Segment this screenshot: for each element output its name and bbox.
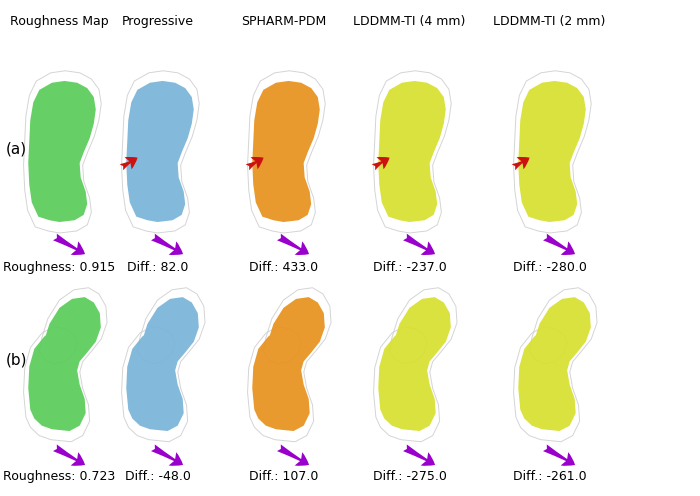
Text: (a): (a) [6, 141, 27, 156]
Polygon shape [126, 81, 194, 222]
Text: Diff.: 82.0: Diff.: 82.0 [127, 261, 188, 274]
Text: Roughness Map: Roughness Map [10, 15, 109, 28]
Text: LDDMM-TI (2 mm): LDDMM-TI (2 mm) [494, 15, 606, 28]
Polygon shape [252, 81, 320, 222]
Polygon shape [28, 81, 96, 222]
Text: SPHARM-PDM: SPHARM-PDM [241, 15, 326, 28]
Text: Diff.: -48.0: Diff.: -48.0 [125, 470, 190, 483]
Polygon shape [378, 297, 451, 431]
Text: Diff.: -261.0: Diff.: -261.0 [512, 470, 587, 483]
Text: Diff.: 107.0: Diff.: 107.0 [248, 470, 318, 483]
Polygon shape [126, 297, 199, 431]
Text: Diff.: -275.0: Diff.: -275.0 [372, 470, 447, 483]
Text: Roughness: 0.915: Roughness: 0.915 [4, 261, 116, 274]
Polygon shape [518, 297, 591, 431]
Polygon shape [518, 81, 586, 222]
Text: LDDMM-TI (4 mm): LDDMM-TI (4 mm) [354, 15, 466, 28]
Text: Diff.: 433.0: Diff.: 433.0 [249, 261, 318, 274]
Polygon shape [378, 81, 446, 222]
Text: Progressive: Progressive [122, 15, 193, 28]
Text: (b): (b) [6, 352, 27, 367]
Text: Diff.: -237.0: Diff.: -237.0 [372, 261, 447, 274]
Text: Roughness: 0.723: Roughness: 0.723 [4, 470, 116, 483]
Text: Diff.: -280.0: Diff.: -280.0 [512, 261, 587, 274]
Polygon shape [28, 297, 101, 431]
Polygon shape [252, 297, 325, 431]
